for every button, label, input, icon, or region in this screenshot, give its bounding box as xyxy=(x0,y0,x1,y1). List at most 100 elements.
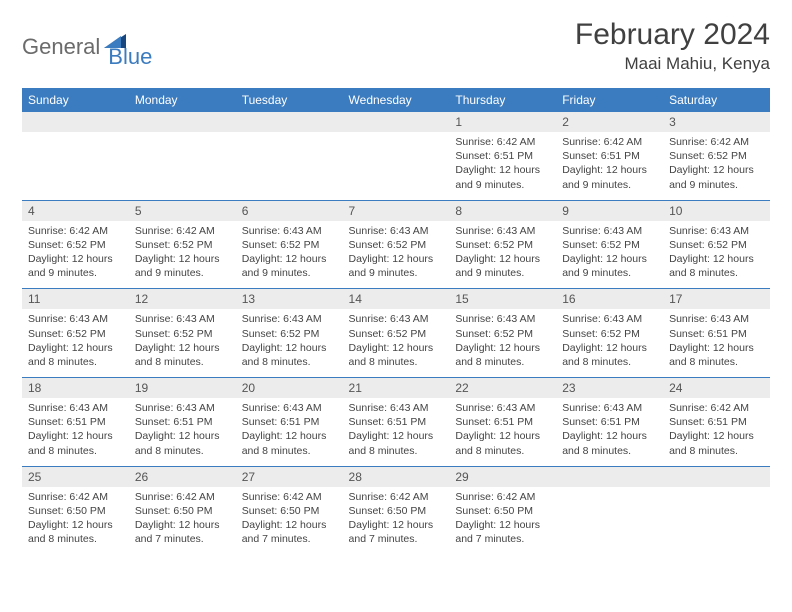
location-label: Maai Mahiu, Kenya xyxy=(575,54,770,74)
calendar-day-cell: 7Sunrise: 6:43 AMSunset: 6:52 PMDaylight… xyxy=(343,200,450,289)
day-details: Sunrise: 6:43 AMSunset: 6:51 PMDaylight:… xyxy=(556,398,663,466)
day-number: 11 xyxy=(22,289,129,309)
day-details: Sunrise: 6:43 AMSunset: 6:52 PMDaylight:… xyxy=(236,309,343,377)
calendar-table: SundayMondayTuesdayWednesdayThursdayFrid… xyxy=(22,88,770,554)
day-number: 15 xyxy=(449,289,556,309)
day-details: Sunrise: 6:42 AMSunset: 6:51 PMDaylight:… xyxy=(663,398,770,466)
day-number-empty xyxy=(129,112,236,132)
calendar-day-cell: 26Sunrise: 6:42 AMSunset: 6:50 PMDayligh… xyxy=(129,466,236,554)
day-details: Sunrise: 6:43 AMSunset: 6:52 PMDaylight:… xyxy=(343,309,450,377)
day-details: Sunrise: 6:43 AMSunset: 6:52 PMDaylight:… xyxy=(22,309,129,377)
day-number-empty xyxy=(236,112,343,132)
calendar-day-cell: 5Sunrise: 6:42 AMSunset: 6:52 PMDaylight… xyxy=(129,200,236,289)
calendar-day-cell xyxy=(663,466,770,554)
calendar-day-cell: 10Sunrise: 6:43 AMSunset: 6:52 PMDayligh… xyxy=(663,200,770,289)
calendar-week-row: 11Sunrise: 6:43 AMSunset: 6:52 PMDayligh… xyxy=(22,289,770,378)
day-details: Sunrise: 6:43 AMSunset: 6:51 PMDaylight:… xyxy=(343,398,450,466)
weekday-header: Sunday xyxy=(22,88,129,112)
page-header: General Blue February 2024 Maai Mahiu, K… xyxy=(22,18,770,74)
day-details: Sunrise: 6:42 AMSunset: 6:52 PMDaylight:… xyxy=(129,221,236,289)
day-details: Sunrise: 6:43 AMSunset: 6:51 PMDaylight:… xyxy=(236,398,343,466)
weekday-header: Thursday xyxy=(449,88,556,112)
calendar-week-row: 4Sunrise: 6:42 AMSunset: 6:52 PMDaylight… xyxy=(22,200,770,289)
day-details: Sunrise: 6:43 AMSunset: 6:52 PMDaylight:… xyxy=(663,221,770,289)
day-number: 16 xyxy=(556,289,663,309)
day-number: 25 xyxy=(22,467,129,487)
day-details: Sunrise: 6:42 AMSunset: 6:51 PMDaylight:… xyxy=(449,132,556,200)
day-number: 14 xyxy=(343,289,450,309)
weekday-header: Monday xyxy=(129,88,236,112)
calendar-day-cell: 29Sunrise: 6:42 AMSunset: 6:50 PMDayligh… xyxy=(449,466,556,554)
calendar-day-cell: 13Sunrise: 6:43 AMSunset: 6:52 PMDayligh… xyxy=(236,289,343,378)
calendar-week-row: 1Sunrise: 6:42 AMSunset: 6:51 PMDaylight… xyxy=(22,112,770,200)
calendar-day-cell: 15Sunrise: 6:43 AMSunset: 6:52 PMDayligh… xyxy=(449,289,556,378)
day-details-empty xyxy=(236,132,343,190)
calendar-week-row: 18 Sunrise: 6:43 AMSunset: 6:51 PMDayligh… xyxy=(22,378,770,467)
day-number: 22 xyxy=(449,378,556,398)
calendar-day-cell xyxy=(236,112,343,200)
day-details: Sunrise: 6:43 AMSunset: 6:52 PMDaylight:… xyxy=(236,221,343,289)
calendar-day-cell: 14Sunrise: 6:43 AMSunset: 6:52 PMDayligh… xyxy=(343,289,450,378)
calendar-day-cell: 25Sunrise: 6:42 AMSunset: 6:50 PMDayligh… xyxy=(22,466,129,554)
day-number: 24 xyxy=(663,378,770,398)
calendar-day-cell xyxy=(129,112,236,200)
day-number: 27 xyxy=(236,467,343,487)
calendar-day-cell: 1Sunrise: 6:42 AMSunset: 6:51 PMDaylight… xyxy=(449,112,556,200)
day-number: 5 xyxy=(129,201,236,221)
day-number: 9 xyxy=(556,201,663,221)
day-details: Sunrise: 6:43 AMSunset: 6:51 PMDaylight:… xyxy=(663,309,770,377)
calendar-day-cell: 4Sunrise: 6:42 AMSunset: 6:52 PMDaylight… xyxy=(22,200,129,289)
day-details: Sunrise: 6:42 AMSunset: 6:51 PMDaylight:… xyxy=(556,132,663,200)
day-number: 18 xyxy=(22,378,129,398)
calendar-day-cell: 19Sunrise: 6:43 AMSunset: 6:51 PMDayligh… xyxy=(129,378,236,467)
day-number-empty xyxy=(663,467,770,487)
day-number: 28 xyxy=(343,467,450,487)
calendar-day-cell: 21Sunrise: 6:43 AMSunset: 6:51 PMDayligh… xyxy=(343,378,450,467)
calendar-day-cell: 23Sunrise: 6:43 AMSunset: 6:51 PMDayligh… xyxy=(556,378,663,467)
day-number: 12 xyxy=(129,289,236,309)
day-number: 1 xyxy=(449,112,556,132)
weekday-header: Tuesday xyxy=(236,88,343,112)
calendar-day-cell xyxy=(343,112,450,200)
day-details: Sunrise: 6:43 AMSunset: 6:51 PMDaylight:… xyxy=(449,398,556,466)
calendar-day-cell: 8Sunrise: 6:43 AMSunset: 6:52 PMDaylight… xyxy=(449,200,556,289)
calendar-day-cell: 12Sunrise: 6:43 AMSunset: 6:52 PMDayligh… xyxy=(129,289,236,378)
calendar-day-cell: 9Sunrise: 6:43 AMSunset: 6:52 PMDaylight… xyxy=(556,200,663,289)
calendar-day-cell: 2Sunrise: 6:42 AMSunset: 6:51 PMDaylight… xyxy=(556,112,663,200)
day-details: Sunrise: 6:42 AMSunset: 6:50 PMDaylight:… xyxy=(22,487,129,555)
weekday-header: Saturday xyxy=(663,88,770,112)
day-details: Sunrise: 6:43 AMSunset: 6:52 PMDaylight:… xyxy=(449,221,556,289)
day-details: Sunrise: 6:43 AMSunset: 6:52 PMDaylight:… xyxy=(556,221,663,289)
calendar-day-cell: 18Sunrise: 6:43 AMSunset: 6:51 PMDayligh… xyxy=(22,378,129,467)
day-details-empty xyxy=(22,132,129,190)
brand-logo: General Blue xyxy=(22,24,152,70)
day-number-empty xyxy=(343,112,450,132)
day-number: 19 xyxy=(129,378,236,398)
day-number: 3 xyxy=(663,112,770,132)
day-details: Sunrise: 6:43 AMSunset: 6:52 PMDaylight:… xyxy=(343,221,450,289)
calendar-header-row: SundayMondayTuesdayWednesdayThursdayFrid… xyxy=(22,88,770,112)
day-details: Sunrise: 6:42 AMSunset: 6:52 PMDaylight:… xyxy=(22,221,129,289)
calendar-day-cell: 20Sunrise: 6:43 AMSunset: 6:51 PMDayligh… xyxy=(236,378,343,467)
brand-word1: General xyxy=(22,34,100,60)
day-number: 29 xyxy=(449,467,556,487)
calendar-day-cell: 11Sunrise: 6:43 AMSunset: 6:52 PMDayligh… xyxy=(22,289,129,378)
day-number: 26 xyxy=(129,467,236,487)
calendar-day-cell: 28Sunrise: 6:42 AMSunset: 6:50 PMDayligh… xyxy=(343,466,450,554)
calendar-day-cell: 16Sunrise: 6:43 AMSunset: 6:52 PMDayligh… xyxy=(556,289,663,378)
day-number: 20 xyxy=(236,378,343,398)
day-number: 7 xyxy=(343,201,450,221)
day-number: 21 xyxy=(343,378,450,398)
calendar-day-cell: 6Sunrise: 6:43 AMSunset: 6:52 PMDaylight… xyxy=(236,200,343,289)
day-details: Sunrise: 6:42 AMSunset: 6:50 PMDaylight:… xyxy=(236,487,343,555)
calendar-week-row: 25Sunrise: 6:42 AMSunset: 6:50 PMDayligh… xyxy=(22,466,770,554)
day-details: Sunrise: 6:42 AMSunset: 6:50 PMDaylight:… xyxy=(129,487,236,555)
calendar-day-cell: 3Sunrise: 6:42 AMSunset: 6:52 PMDaylight… xyxy=(663,112,770,200)
day-details: Sunrise: 6:43 AMSunset: 6:52 PMDaylight:… xyxy=(556,309,663,377)
day-number: 10 xyxy=(663,201,770,221)
title-block: February 2024 Maai Mahiu, Kenya xyxy=(575,18,770,74)
day-details: Sunrise: 6:42 AMSunset: 6:52 PMDaylight:… xyxy=(663,132,770,200)
day-details: Sunrise: 6:42 AMSunset: 6:50 PMDaylight:… xyxy=(449,487,556,555)
day-details: Sunrise: 6:43 AMSunset: 6:52 PMDaylight:… xyxy=(129,309,236,377)
weekday-header: Wednesday xyxy=(343,88,450,112)
